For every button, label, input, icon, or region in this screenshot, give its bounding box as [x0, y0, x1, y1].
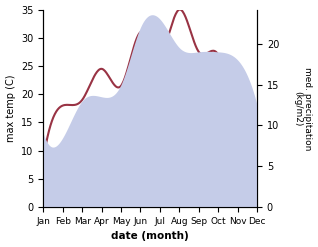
Y-axis label: max temp (C): max temp (C)	[5, 75, 16, 142]
X-axis label: date (month): date (month)	[111, 231, 189, 242]
Y-axis label: med. precipitation
(kg/m2): med. precipitation (kg/m2)	[293, 67, 313, 150]
